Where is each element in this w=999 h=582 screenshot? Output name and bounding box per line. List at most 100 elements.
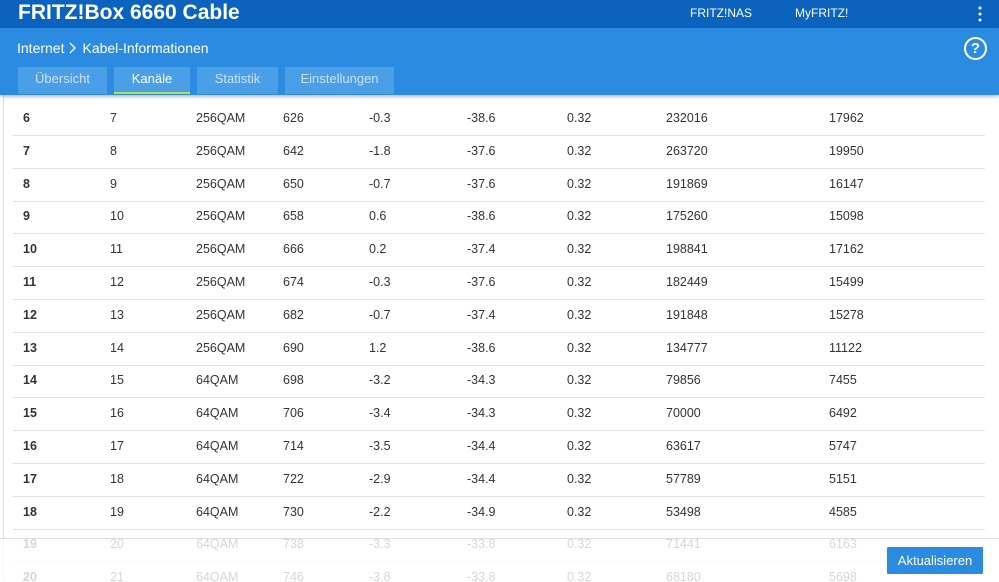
table-cell: 16 xyxy=(110,406,124,421)
table-cell: 674 xyxy=(283,275,304,289)
breadcrumb-item: Kabel-Informationen xyxy=(82,40,209,56)
table-row: 13 14 256QAM 690 1.2 -38.6 0.32 134777 11122 xyxy=(13,332,985,366)
table-cell: -0.7 xyxy=(369,307,391,322)
table-cell: 0.32 xyxy=(567,504,592,519)
table-cell: -37.6 xyxy=(467,275,496,289)
nav-link[interactable]: FRITZ!NAS xyxy=(690,6,752,20)
table-cell: 5151 xyxy=(829,471,857,486)
table-cell: -37.4 xyxy=(467,307,496,322)
table-cell: 175260 xyxy=(666,209,708,224)
table-cell: 18 xyxy=(23,504,37,519)
table-cell: 1.2 xyxy=(369,340,387,355)
table-cell: 658 xyxy=(283,209,304,224)
top-bar: FRITZ!Box 6660 Cable FRITZ!NAS MyFRITZ! xyxy=(0,0,999,28)
table-cell: 0.32 xyxy=(567,340,592,355)
help-button[interactable]: ? xyxy=(964,37,987,60)
table-cell: 690 xyxy=(283,340,304,355)
table-cell: 714 xyxy=(283,439,304,453)
table-cell: -34.9 xyxy=(467,504,496,519)
breadcrumb: Internet Kabel-Informationen xyxy=(17,40,209,56)
table-cell: -34.4 xyxy=(467,439,496,453)
tab[interactable]: Einstellungen xyxy=(285,67,394,94)
table-cell: 5747 xyxy=(829,439,857,453)
table-cell: 650 xyxy=(283,176,304,191)
menu-icon[interactable] xyxy=(977,6,983,22)
table-cell: 256QAM xyxy=(196,176,246,191)
table-cell: 722 xyxy=(283,471,304,486)
table-cell: 17 xyxy=(110,439,124,453)
table-cell: 9 xyxy=(110,176,117,191)
table-cell: 15 xyxy=(23,406,37,421)
table-cell: 256QAM xyxy=(196,307,246,322)
tab[interactable]: Statistik xyxy=(197,67,278,94)
table-cell: 57789 xyxy=(666,471,701,486)
nav-link[interactable]: MyFRITZ! xyxy=(795,6,849,20)
table-cell: 18 xyxy=(110,471,124,486)
table-row: 6 7 256QAM 626 -0.3 -38.6 0.32 232016 17962 xyxy=(13,102,985,136)
table-cell: -0.7 xyxy=(369,176,391,191)
table-cell: 8 xyxy=(110,143,117,158)
table-cell: 15098 xyxy=(829,209,864,224)
table-cell: -2.9 xyxy=(369,471,391,486)
table-cell: 0.32 xyxy=(567,275,592,289)
table-cell: -0.3 xyxy=(369,111,391,125)
table-row: 14 15 64QAM 698 -3.2 -34.3 0.32 79856 7455 xyxy=(13,364,985,399)
chevron xyxy=(70,42,77,54)
table-cell: 10 xyxy=(110,209,124,224)
table-cell: 13 xyxy=(23,340,37,355)
table-cell: 63617 xyxy=(666,439,701,453)
table-row: 18 19 64QAM 730 -2.2 -34.9 0.32 53498 4585 xyxy=(13,496,985,530)
table-cell: 14 xyxy=(23,373,37,388)
table-cell: 12 xyxy=(23,307,37,322)
table-cell: -37.6 xyxy=(467,176,496,191)
table-cell: -34.3 xyxy=(467,406,496,421)
channel-table: 6 7 256QAM 626 -0.3 -38.6 0.32 232016 17962 7 8 256… xyxy=(3,95,998,581)
table-cell: 64QAM xyxy=(196,373,239,388)
table-cell: 4585 xyxy=(829,504,857,519)
table-cell: 0.32 xyxy=(567,143,592,158)
refresh-button[interactable]: Aktualisieren xyxy=(887,547,983,574)
table-cell: 256QAM xyxy=(196,340,246,355)
table-cell: 70000 xyxy=(666,406,701,421)
table-cell: -1.8 xyxy=(369,143,391,158)
table-cell: 6 xyxy=(23,111,30,125)
table-cell: 682 xyxy=(283,307,304,322)
table-cell: 17 xyxy=(23,471,37,486)
tab[interactable]: Kanäle xyxy=(114,67,190,94)
table-cell: -3.4 xyxy=(369,406,391,421)
device-title: FRITZ!Box 6660 Cable xyxy=(18,1,240,24)
table-row: 10 11 256QAM 666 0.2 -37.4 0.32 198841 17162 xyxy=(13,233,985,268)
table-cell: 19950 xyxy=(829,143,864,158)
table-row: 11 12 256QAM 674 -0.3 -37.6 0.32 182449 15499 xyxy=(13,266,985,300)
table-cell: -3.5 xyxy=(369,439,391,453)
table-cell: 191848 xyxy=(666,307,708,322)
table-cell: 17962 xyxy=(829,111,864,125)
table-cell: -0.3 xyxy=(369,275,391,289)
table-cell: 64QAM xyxy=(196,406,239,421)
table-row: 9 10 256QAM 658 0.6 -38.6 0.32 175260 15098 xyxy=(13,200,985,235)
table-cell: 12 xyxy=(110,275,124,289)
table-cell: 263720 xyxy=(666,143,708,158)
table-cell: 0.32 xyxy=(567,242,592,257)
table-row: 15 16 64QAM 706 -3.4 -34.3 0.32 70000 6492 xyxy=(13,397,985,432)
footer-bar xyxy=(0,538,999,582)
table-cell: 7 xyxy=(23,143,30,158)
table-cell: 53498 xyxy=(666,504,701,519)
table-cell: 256QAM xyxy=(196,242,246,257)
table-row: 16 17 64QAM 714 -3.5 -34.4 0.32 63617 5747 xyxy=(13,430,985,464)
table-cell: 15 xyxy=(110,373,124,388)
breadcrumb-item[interactable]: Internet xyxy=(17,40,65,56)
table-cell: 134777 xyxy=(666,340,708,355)
table-cell: 79856 xyxy=(666,373,701,388)
table-cell: 626 xyxy=(283,111,304,125)
table-cell: 19 xyxy=(110,504,124,519)
tab[interactable]: Übersicht xyxy=(18,67,107,94)
table-cell: 7455 xyxy=(829,373,857,388)
table-cell: 0.32 xyxy=(567,406,592,421)
table-cell: 256QAM xyxy=(196,143,246,158)
table-cell: 0.32 xyxy=(567,373,592,388)
table-cell: 0.32 xyxy=(567,176,592,191)
table-cell: 10 xyxy=(23,242,37,257)
table-cell: 0.32 xyxy=(567,307,592,322)
table-cell: 7 xyxy=(110,111,117,125)
